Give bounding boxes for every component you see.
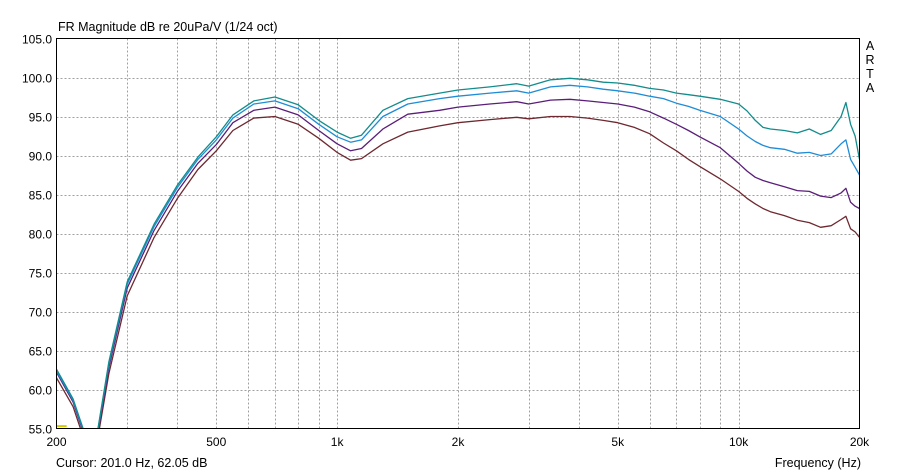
- x-tick-label: 500: [206, 435, 226, 449]
- cursor-readout: Cursor: 201.0 Hz, 62.05 dB: [56, 456, 207, 470]
- y-tick-label: 95.0: [29, 111, 53, 125]
- watermark-letter: T: [866, 67, 874, 81]
- chart-title: FR Magnitude dB re 20uPa/V (1/24 oct): [58, 20, 278, 34]
- x-axis-ticks: 200 500 1k 2k 5k 10k 20k: [46, 435, 870, 449]
- y-tick-label: 105.0: [22, 33, 52, 47]
- x-tick-label: 200: [46, 435, 66, 449]
- x-axis-label: Frequency (Hz): [775, 456, 861, 470]
- arta-watermark: A R T A: [865, 39, 874, 95]
- y-tick-label: 60.0: [29, 384, 53, 398]
- grid: [56, 38, 860, 429]
- y-tick-label: 55.0: [29, 423, 53, 437]
- x-tick-label: 5k: [611, 435, 625, 449]
- series-group: [56, 77, 860, 429]
- y-tick-label: 80.0: [29, 228, 53, 242]
- y-tick-label: 100.0: [22, 72, 52, 86]
- plot-frame: [56, 38, 860, 429]
- x-tick-label: 1k: [331, 435, 345, 449]
- x-tick-label: 20k: [850, 435, 870, 449]
- x-tick-label: 2k: [452, 435, 466, 449]
- series-line: [56, 115, 860, 429]
- series-line: [56, 98, 860, 429]
- y-tick-label: 85.0: [29, 189, 53, 203]
- y-tick-label: 75.0: [29, 267, 53, 281]
- series-layer: [56, 77, 860, 429]
- y-tick-label: 70.0: [29, 306, 53, 320]
- x-tick-label: 10k: [729, 435, 749, 449]
- y-axis-ticks: 105.0 100.0 95.0 90.0 85.0 80.0 75.0 70.0 65.0 60…: [22, 33, 52, 437]
- y-tick-label: 90.0: [29, 150, 53, 164]
- watermark-letter: A: [866, 39, 875, 53]
- watermark-letter: R: [865, 53, 874, 67]
- y-tick-label: 65.0: [29, 345, 53, 359]
- series-line: [56, 84, 860, 429]
- series-line: [56, 77, 860, 429]
- watermark-letter: A: [866, 81, 875, 95]
